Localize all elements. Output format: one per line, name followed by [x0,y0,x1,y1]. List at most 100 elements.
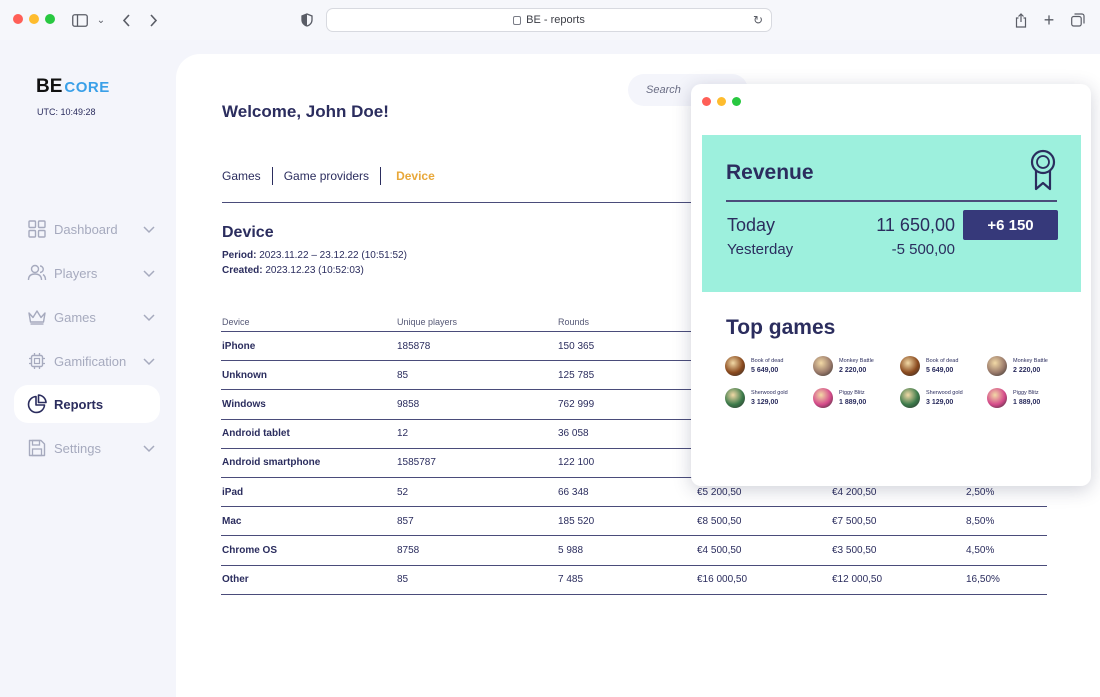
table-cell: iPhone [222,340,256,352]
table-cell: Android smartphone [222,457,321,469]
pie-chart-icon [27,394,47,414]
table-cell: 185878 [397,340,431,352]
table-cell: iPad [222,486,244,498]
table-cell: 52 [397,486,409,498]
column-header[interactable]: Unique players [397,316,458,327]
table-cell: Mac [222,515,242,527]
sidebar-item-settings[interactable]: Settings [14,429,160,467]
game-value: 5 649,00 [751,367,779,374]
top-game-item[interactable]: Sherwood gold 3 129,00 [900,386,984,410]
minimize-window-button[interactable] [717,97,726,106]
sidebar-toggle-icon[interactable] [70,10,90,30]
maximize-window-button[interactable] [732,97,741,106]
close-window-button[interactable] [13,14,23,24]
sidebar-item-dashboard[interactable]: Dashboard [14,210,160,248]
top-game-item[interactable]: Book of dead 5 649,00 [725,354,809,378]
top-game-item[interactable]: Monkey Battle 2 220,00 [987,354,1071,378]
chevron-down-icon[interactable] [142,441,156,455]
sidebar-item-label: Gamification [54,353,127,369]
top-game-item[interactable]: Sherwood gold 3 129,00 [725,386,809,410]
game-name: Monkey Battle [1013,358,1048,364]
table-row[interactable]: Unknown 85 125 785 [221,361,1047,391]
table-row[interactable]: Windows 9858 762 999 [221,390,1047,420]
table-row[interactable]: Other 85 7 485 €16 000,50 €12 000,50 16,50% [221,566,1047,595]
table-row[interactable]: iPhone 185878 150 365 [221,332,1047,362]
sidebar-item-players[interactable]: Players [14,254,160,292]
chevron-down-icon[interactable] [142,266,156,280]
report-title: Device [222,224,274,241]
table-cell: 16,50% [966,574,1000,586]
game-name: Sherwood gold [926,390,963,396]
column-header[interactable]: Device [222,316,250,327]
table-cell: 85 [397,369,409,381]
grid-icon [27,219,47,239]
tab-overview-icon[interactable] [1068,10,1088,30]
game-name: Book of dead [926,358,959,364]
chip-icon [27,351,47,371]
privacy-shield-icon[interactable] [297,10,317,30]
game-thumbnail-icon [987,388,1007,408]
top-game-item[interactable]: Piggy Blitz 1 889,00 [987,386,1071,410]
game-value: 2 220,00 [839,367,867,374]
game-value: 3 129,00 [926,399,954,406]
revenue-title: Revenue [726,161,814,184]
game-value: 2 220,00 [1013,367,1041,374]
game-text: Sherwood gold 3 129,00 [926,389,963,407]
table-cell: 762 999 [558,398,595,410]
game-name: Book of dead [751,358,784,364]
table-cell: 36 058 [558,428,589,440]
table-cell: €5 200,50 [697,486,742,498]
address-bar[interactable]: BE - reports ↻ [326,8,772,32]
top-game-item[interactable]: Piggy Blitz 1 889,00 [813,386,897,410]
table-cell: Windows [222,398,266,410]
forward-icon[interactable] [143,10,163,30]
close-window-button[interactable] [702,97,711,106]
top-game-item[interactable]: Monkey Battle 2 220,00 [813,354,897,378]
sidebar-item-gamification[interactable]: Gamification [14,342,160,380]
table-row[interactable]: Mac 857 185 520 €8 500,50 €7 500,50 8,50% [221,507,1047,537]
table-row[interactable]: Chrome OS 8758 5 988 €4 500,50 €3 500,50 4,50… [221,536,1047,566]
table-cell: Other [222,574,249,586]
table-cell: 125 785 [558,369,595,381]
game-thumbnail-icon [725,388,745,408]
table-cell: Unknown [222,369,267,381]
back-icon[interactable] [116,10,136,30]
share-icon[interactable] [1011,10,1031,30]
table-row[interactable]: iPad 52 66 348 €5 200,50 €4 200,50 2,50% [221,478,1047,508]
table-header: Device Unique players Rounds [221,312,1047,332]
top-games-title: Top games [726,316,836,339]
game-text: Piggy Blitz 1 889,00 [839,389,866,407]
table-cell: €16 000,50 [697,574,748,586]
chevron-down-icon[interactable] [142,354,156,368]
utc-clock: UTC: 10:49:28 [37,107,96,117]
sidebar-item-label: Settings [54,440,101,456]
minimize-window-button[interactable] [29,14,39,24]
game-text: Book of dead 5 649,00 [926,357,958,375]
table-row[interactable]: Android tablet 12 36 058 [221,420,1047,449]
table-cell: €3 500,50 [832,544,877,556]
chevron-down-icon[interactable] [142,310,156,324]
revenue-card: Revenue Today 11 650,00 Yesterday -5 500… [702,135,1081,292]
chevron-down-icon[interactable] [142,222,156,236]
table-cell: €8 500,50 [697,515,742,527]
new-tab-icon[interactable]: + [1043,9,1055,30]
table-cell: Chrome OS [222,544,278,556]
sidebar-item-games[interactable]: Games [14,298,160,336]
tab-game-providers[interactable]: Game providers [273,167,382,185]
game-value: 3 129,00 [751,399,779,406]
top-game-item[interactable]: Book of dead 5 649,00 [900,354,984,378]
tab-games[interactable]: Games [222,167,273,185]
game-name: Piggy Blitz [1013,390,1039,396]
game-thumbnail-icon [900,388,920,408]
game-name: Sherwood gold [751,390,788,396]
game-text: Monkey Battle 2 220,00 [839,357,874,375]
maximize-window-button[interactable] [45,14,55,24]
tab-device[interactable]: Device [396,169,435,183]
reload-icon[interactable]: ↻ [752,13,763,27]
award-ribbon-icon [1030,149,1056,191]
chevron-down-icon[interactable]: ⌄ [96,14,106,26]
report-created: Created: 2023.12.23 (10:52:03) [222,265,364,276]
sidebar-item-reports[interactable]: Reports [14,385,160,423]
column-header[interactable]: Rounds [558,316,590,327]
game-thumbnail-icon [813,388,833,408]
